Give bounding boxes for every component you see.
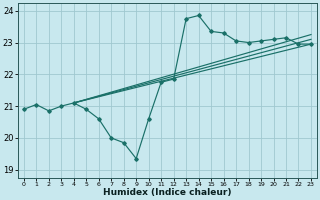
X-axis label: Humidex (Indice chaleur): Humidex (Indice chaleur) xyxy=(103,188,232,197)
